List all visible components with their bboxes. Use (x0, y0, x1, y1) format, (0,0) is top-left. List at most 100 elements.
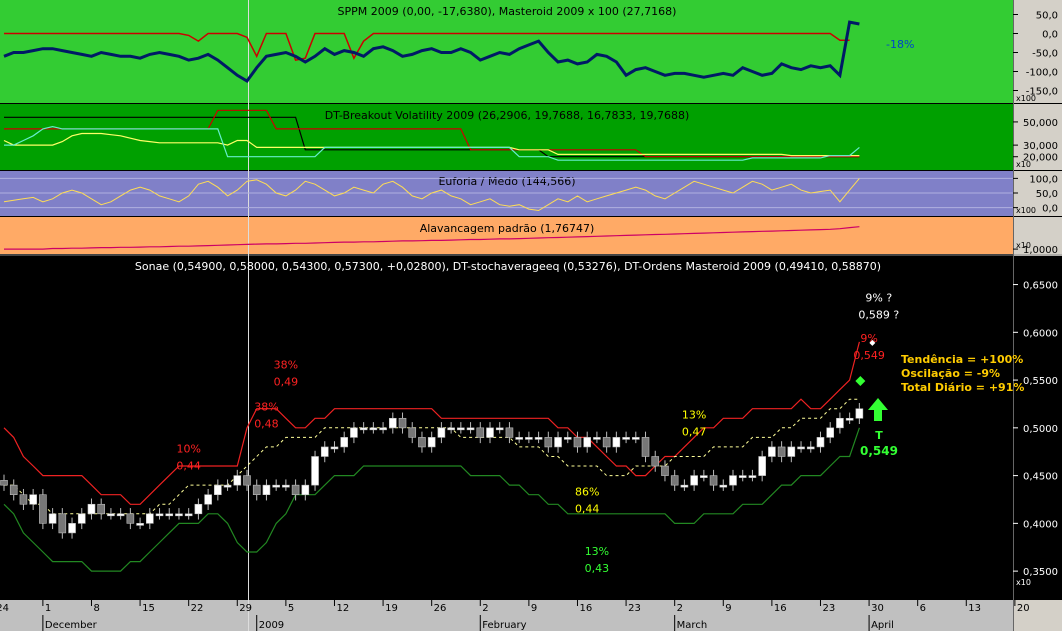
candle (593, 437, 601, 440)
candle (612, 437, 621, 448)
month-label: 2009 (259, 620, 284, 631)
candle (155, 513, 164, 517)
x-tick-label: 13 (968, 603, 981, 614)
annotation-pct: 9% ? (865, 292, 892, 305)
band-upper (3, 341, 860, 505)
annotation-price: 0,549 (853, 349, 885, 362)
candle (515, 437, 523, 440)
candle (116, 513, 125, 517)
month-label: March (677, 620, 707, 631)
candle (466, 427, 475, 431)
candle (68, 523, 76, 534)
candle (836, 417, 844, 429)
y-tick-label: 1,0000 (1023, 245, 1058, 256)
candle (126, 513, 135, 524)
y-tick-label: 0,3500 (1023, 567, 1058, 578)
y-tick-label: 50,0 (1036, 11, 1058, 22)
candle (379, 427, 387, 431)
x-tick-label: 19 (385, 603, 398, 614)
candle (495, 427, 504, 431)
price-panel (0, 256, 1013, 599)
y-tick-label: 0,4000 (1023, 519, 1058, 530)
sppm-title: SPPM 2009 (0,00, -17,6380), Masteroid 20… (338, 5, 677, 18)
x-tick-label: 6 (920, 603, 926, 614)
series-line-3-0 (4, 226, 860, 250)
candle (39, 494, 47, 524)
annotation-price: 0,589 ? (858, 309, 899, 322)
month-label: February (482, 620, 526, 631)
summary-box: Tendência = +100% Oscilação = -9% Total … (901, 353, 1024, 394)
candle (651, 456, 660, 467)
annotation-price: 0,43 (585, 562, 610, 575)
up-arrow-icon (868, 398, 888, 421)
candle (223, 484, 232, 488)
candle (855, 408, 864, 419)
volatility-multiplier: x10 (1016, 160, 1031, 169)
y-tick-label: 0,6500 (1023, 281, 1058, 292)
y-tick-label: 0,0 (1042, 204, 1058, 215)
candle (29, 494, 37, 505)
candle (19, 494, 28, 505)
candle (845, 417, 854, 421)
volatility-panel (0, 104, 1013, 170)
candle (573, 437, 582, 448)
candle (554, 437, 562, 448)
x-tick-label: 12 (336, 603, 349, 614)
y-tick-label: 50,0 (1036, 189, 1058, 200)
candle (107, 513, 115, 517)
candle (359, 427, 368, 431)
x-tick-label: 8 (93, 603, 99, 614)
candle (243, 475, 251, 486)
annotation-pct: 38% (274, 359, 298, 372)
leverage-title: Alavancagem padrão (1,76747) (420, 222, 595, 235)
candle (9, 484, 18, 496)
x-tick-label: 29 (239, 603, 252, 614)
annotation-price: 0,44 (575, 503, 600, 516)
x-tick-label: 23 (822, 603, 835, 614)
annotation-pct: 10% (176, 443, 200, 456)
candle (437, 427, 446, 438)
candle (700, 475, 708, 478)
band-mid (4, 398, 860, 515)
band-lower (3, 427, 860, 572)
candle (758, 456, 766, 476)
candle (797, 446, 805, 450)
candle (388, 417, 397, 429)
x-tick-label: 20 (1017, 603, 1030, 614)
series-line-0-0 (4, 32, 850, 61)
annotation-pct: 9% (860, 332, 877, 345)
y-tick-label: 0,4500 (1023, 472, 1058, 483)
candle (77, 513, 86, 524)
candle (330, 446, 339, 450)
candle (233, 475, 242, 486)
candle (252, 484, 261, 496)
candle (87, 503, 96, 515)
x-tick-label: 2 (482, 603, 488, 614)
candle (175, 513, 183, 517)
candle (602, 437, 611, 448)
price-multiplier: x10 (1016, 578, 1031, 587)
summary-oscillation: Oscilação = -9% (901, 367, 1000, 380)
right-axis-top (1013, 0, 1062, 255)
x-tick-label: 5 (288, 603, 294, 614)
candle (282, 484, 290, 488)
annotation-price: 0,44 (176, 460, 201, 473)
candle (622, 437, 630, 440)
candle (690, 475, 698, 486)
sppm-multiplier: x100 (1016, 94, 1036, 103)
y-tick-label: 50,000 (1023, 118, 1058, 129)
candle (350, 427, 358, 438)
candle (262, 484, 271, 496)
candle (768, 446, 776, 457)
leverage-panel (0, 217, 1013, 254)
x-tick-label: 2 (677, 603, 683, 614)
x-tick-label: 9 (725, 603, 731, 614)
x-tick-label: 24 (0, 603, 9, 614)
candle (311, 456, 319, 486)
sppm-annotation: -18% (886, 38, 914, 51)
x-tick-label: 26 (434, 603, 447, 614)
right-axis-price (1013, 256, 1062, 600)
candle (58, 513, 67, 534)
annotation-pct: 38% (254, 401, 278, 414)
signal-letter: T (875, 429, 883, 442)
